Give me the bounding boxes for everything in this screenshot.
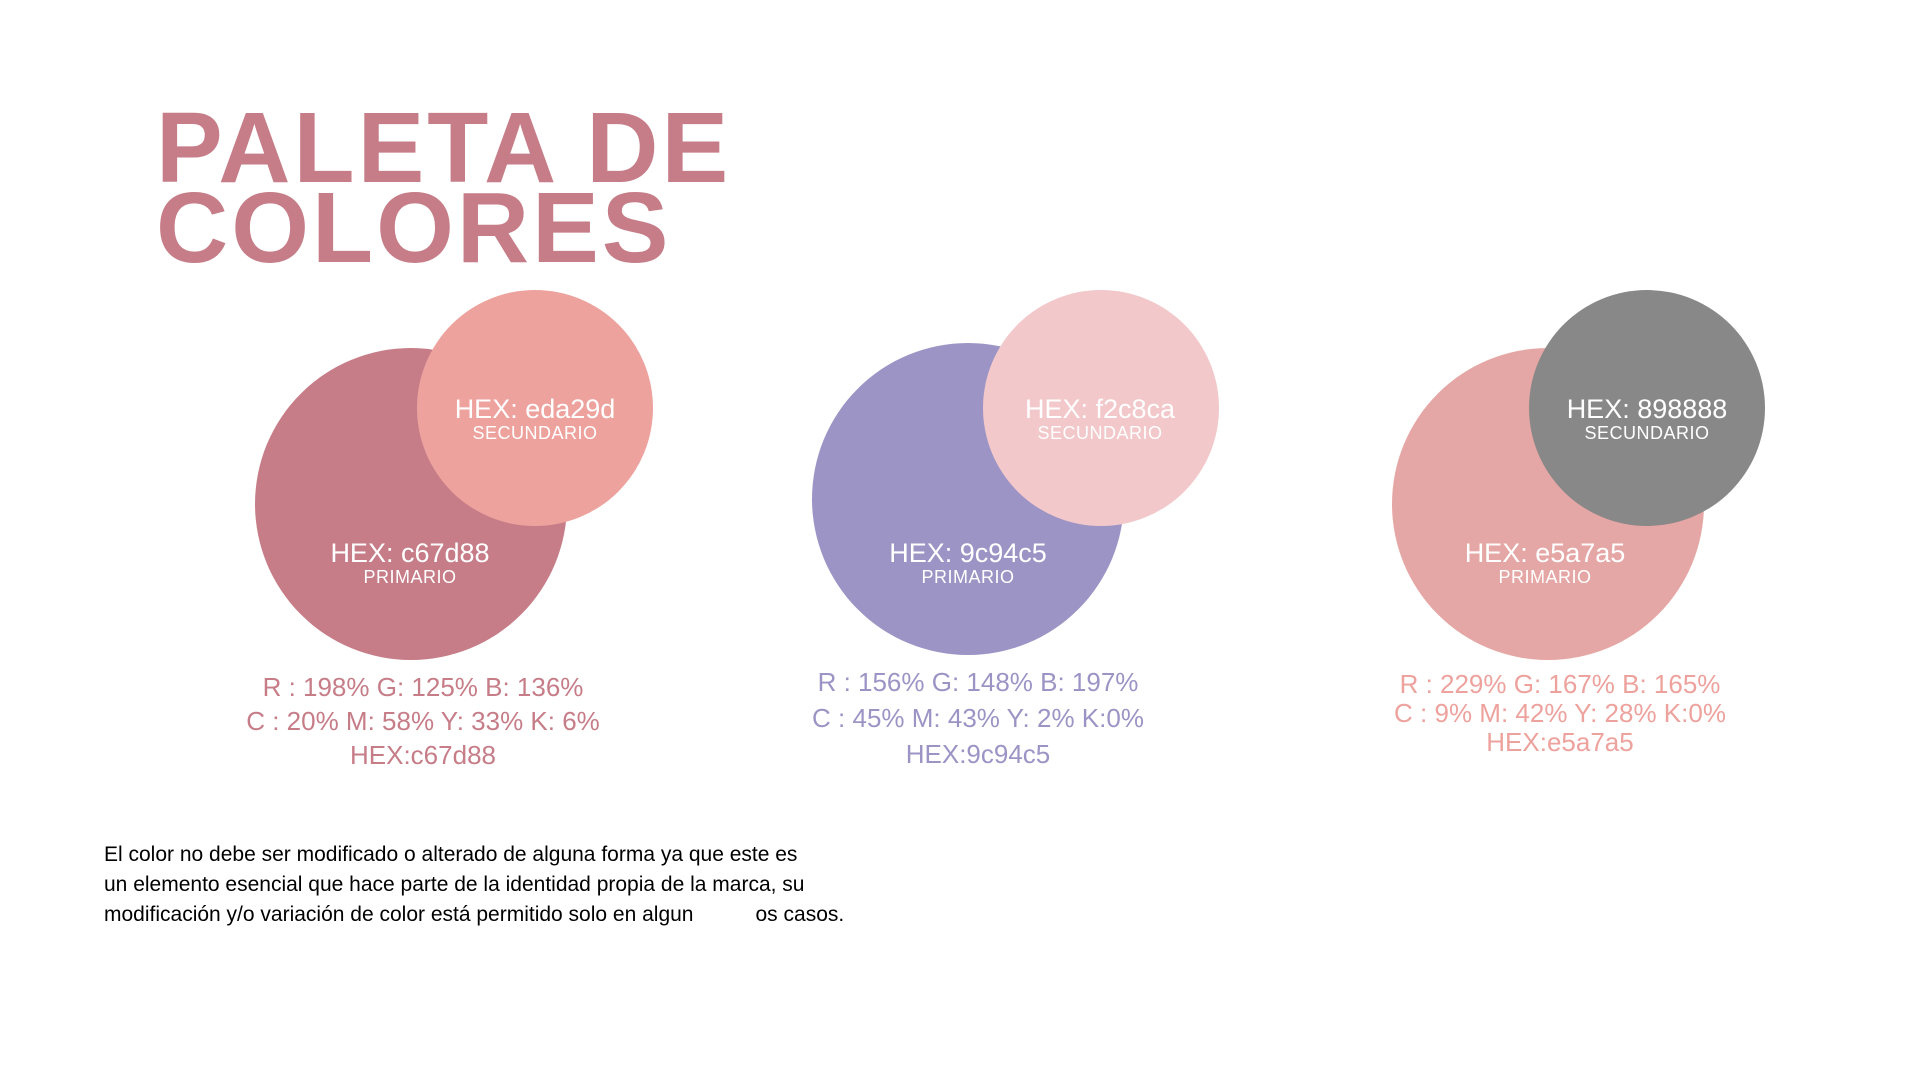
primary-color-label: HEX: 9c94c5 PRIMARIO <box>808 538 1128 587</box>
primary-hex-code: HEX: e5a7a5 <box>1464 538 1626 568</box>
secondary-color-circle <box>417 290 653 526</box>
usage-note-line-1: El color no debe ser modificado o altera… <box>104 843 798 866</box>
cmyk-values: C : 20% M: 58% Y: 33% K: 6% <box>246 706 600 736</box>
rgb-values: R : 229% G: 167% B: 165% <box>1399 669 1721 699</box>
rgb-values: R : 198% G: 125% B: 136% <box>262 672 584 702</box>
page-title: PALETA DE COLORES <box>156 92 732 284</box>
secondary-color-label: HEX: f2c8ca SECUNDARIO <box>940 394 1260 443</box>
primary-color-label: HEX: e5a7a5 PRIMARIO <box>1385 538 1705 587</box>
hex-value: HEX:c67d88 <box>350 740 496 770</box>
usage-note-line-2: un elemento esencial que hace parte de l… <box>104 873 805 896</box>
primary-hex-code: HEX: 9c94c5 <box>889 538 1047 568</box>
page-title-line-2: COLORES <box>156 172 672 284</box>
secondary-hex-code: HEX: 898888 <box>1566 394 1728 424</box>
page-title-line-1: PALETA DE <box>156 92 732 204</box>
secondary-hex-code: HEX: eda29d <box>454 394 616 424</box>
usage-note-line-3-end: os casos. <box>755 903 845 926</box>
secondary-role: SECUNDARIO <box>1037 423 1163 443</box>
secondary-color-label: HEX: eda29d SECUNDARIO <box>375 394 695 443</box>
primary-color-label: HEX: c67d88 PRIMARIO <box>250 538 570 587</box>
secondary-color-circle <box>983 290 1219 526</box>
color-values: R : 198% G: 125% B: 136% C : 20% M: 58% … <box>183 670 663 772</box>
cmyk-values: C : 9% M: 42% Y: 28% K:0% <box>1394 698 1726 728</box>
primary-hex-code: HEX: c67d88 <box>330 538 490 568</box>
secondary-role: SECUNDARIO <box>472 423 598 443</box>
hex-value: HEX:9c94c5 <box>905 739 1051 769</box>
secondary-color-label: HEX: 898888 SECUNDARIO <box>1487 394 1807 443</box>
usage-note-line-3: modificación y/o variación de color está… <box>104 900 1004 930</box>
secondary-hex-code: HEX: f2c8ca <box>1024 394 1176 424</box>
primary-role: PRIMARIO <box>1498 567 1592 587</box>
secondary-color-circle <box>1529 290 1765 526</box>
usage-note-line-3-start: modificación y/o variación de color está… <box>104 903 694 926</box>
usage-note: El color no debe ser modificado o altera… <box>104 840 1004 930</box>
cmyk-values: C : 45% M: 43% Y: 2% K:0% <box>812 703 1144 733</box>
rgb-values: R : 156% G: 148% B: 197% <box>817 667 1139 697</box>
secondary-role: SECUNDARIO <box>1584 423 1710 443</box>
color-values: R : 229% G: 167% B: 165% C : 9% M: 42% Y… <box>1320 670 1800 757</box>
primary-role: PRIMARIO <box>363 567 457 587</box>
color-values: R : 156% G: 148% B: 197% C : 45% M: 43% … <box>738 664 1218 772</box>
hex-value: HEX:e5a7a5 <box>1486 727 1634 757</box>
primary-role: PRIMARIO <box>921 567 1015 587</box>
